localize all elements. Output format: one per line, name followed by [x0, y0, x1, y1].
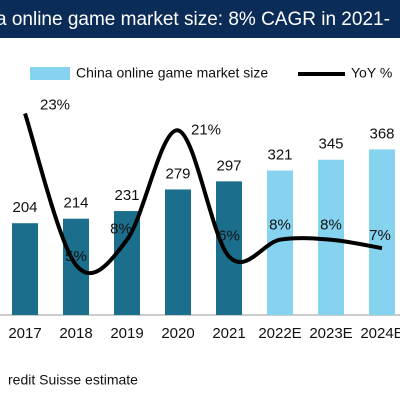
- bar: [165, 189, 191, 315]
- bar: [369, 149, 395, 315]
- chart-title: a online game market size: 8% CAGR in 20…: [0, 9, 390, 30]
- line-value-label: 5%: [65, 248, 87, 265]
- line-value-label: 8%: [269, 217, 291, 234]
- x-tick-label: 2022E: [258, 325, 301, 342]
- bar-value-label: 214: [63, 195, 88, 212]
- bar: [114, 211, 140, 315]
- bar-value-label: 321: [267, 147, 292, 164]
- x-tick-label: 2023E: [309, 325, 352, 342]
- bar-value-label: 297: [216, 157, 241, 174]
- bar-value-label: 345: [318, 136, 343, 153]
- x-tick-label: 2019: [110, 325, 143, 342]
- footnote: redit Suisse estimate: [8, 372, 138, 388]
- bar-value-label: 231: [114, 187, 139, 204]
- x-tick-label: 2024E: [360, 325, 400, 342]
- line-value-label: 8%: [110, 221, 132, 238]
- bar-value-label: 279: [165, 165, 190, 182]
- x-tick-label: 2020: [161, 325, 194, 342]
- line-value-label: 23%: [40, 97, 70, 114]
- legend-swatch: [30, 67, 70, 80]
- x-tick-label: 2017: [8, 325, 41, 342]
- x-tick-label: 2018: [59, 325, 92, 342]
- line-value-label: 21%: [191, 121, 221, 138]
- bar-value-label: 368: [369, 125, 394, 142]
- bar-value-label: 204: [12, 199, 37, 216]
- bar: [12, 223, 38, 315]
- line: [23, 112, 383, 275]
- legend-label: China online game market size: [76, 65, 268, 81]
- legend-label: YoY %: [351, 65, 392, 81]
- line-value-label: 8%: [320, 217, 342, 234]
- title-bar: [0, 0, 400, 38]
- line-value-label: 7%: [369, 227, 391, 244]
- line-value-label: 6%: [218, 228, 240, 245]
- x-tick-label: 2021: [212, 325, 245, 342]
- bar: [216, 181, 242, 315]
